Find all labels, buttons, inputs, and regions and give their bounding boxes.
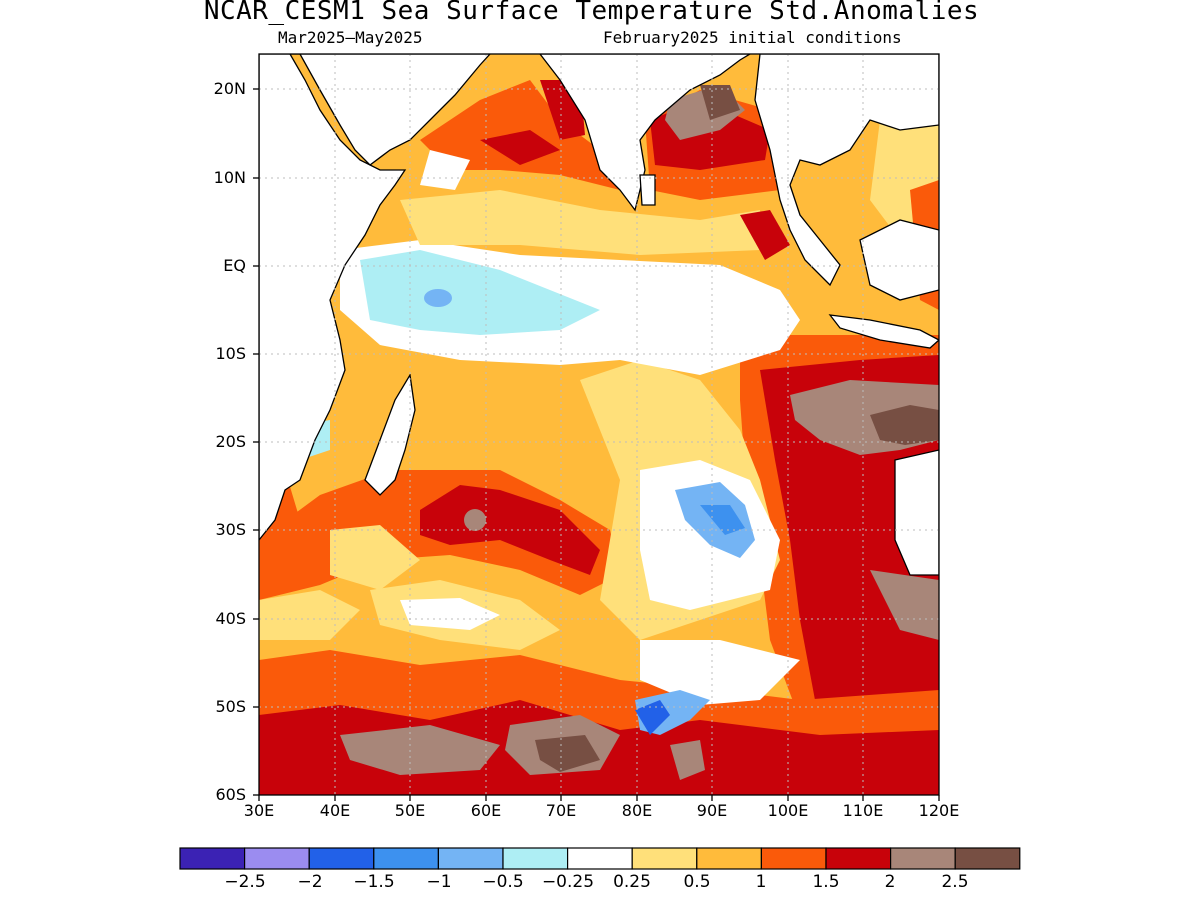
colorbar-cell — [889, 847, 956, 870]
anomaly-region-bengal-darkbrown — [700, 85, 740, 120]
land-masses — [259, 54, 939, 576]
axis-ticks — [253, 88, 940, 801]
srilanka-land — [639, 174, 656, 206]
lon-label-90e: 90E — [696, 801, 728, 820]
anomaly-region-arabian-white — [420, 150, 470, 190]
colorbar-cell — [179, 847, 246, 870]
colorbar-cell — [373, 847, 439, 870]
lon-label-50e: 50E — [394, 801, 426, 820]
anomaly-region-south-blue — [635, 700, 670, 735]
anomaly-region-arabian-red — [480, 130, 560, 165]
colorbar-cell — [825, 847, 892, 870]
borneo-land — [859, 219, 939, 301]
lon-label-100e: 100E — [767, 801, 809, 820]
anomaly-region-north-yellow — [400, 190, 760, 255]
colorbar-label: 1 — [755, 872, 767, 892]
colorbar-label: −0.5 — [482, 872, 524, 892]
anomaly-region-east-red — [760, 355, 939, 780]
india-land — [539, 54, 752, 212]
colorbar-label: −2 — [297, 872, 323, 892]
lon-label-80e: 80E — [621, 801, 653, 820]
anomaly-region-sw-red — [420, 485, 600, 575]
africa-arabia-land — [259, 54, 491, 542]
madagascar-land — [364, 373, 416, 496]
lat-label-20n: 20N — [213, 79, 246, 98]
lat-label-40s: 40S — [215, 609, 246, 628]
colorbar-cell — [244, 847, 310, 870]
forecast-period: Mar2025—May2025 — [278, 28, 423, 47]
colorbar-label: −0.25 — [541, 872, 595, 892]
lat-label-10n: 10N — [213, 168, 246, 187]
anomaly-region-equatorial-cyan — [360, 250, 600, 335]
colorbar-label: 0.5 — [683, 872, 711, 892]
lon-label-70e: 70E — [545, 801, 577, 820]
lat-label-20s: 20S — [215, 432, 246, 451]
anomaly-region-sw-brown — [464, 509, 486, 531]
colorbar-cell — [566, 847, 633, 870]
lat-label-50s: 50S — [215, 697, 246, 716]
colorbar-label: 1.5 — [812, 872, 840, 892]
anomaly-region-south-brown-3 — [670, 740, 705, 780]
anomaly-region-equatorial-blue — [424, 289, 452, 307]
anomaly-region-sw-aus-brown — [870, 570, 939, 640]
colorbar-label: −1 — [426, 872, 452, 892]
colorbar-cell — [760, 847, 827, 870]
colorbar-cell — [954, 847, 1021, 870]
anomaly-region-sumatra-red — [740, 210, 790, 260]
colorbar-cell — [308, 847, 375, 870]
colorbar-label: −2.5 — [224, 872, 266, 892]
chart-title: NCAR_CESM1 Sea Surface Temperature Std.A… — [203, 0, 980, 26]
colorbar-label: 0.25 — [613, 872, 651, 892]
colorbar-label: 2.5 — [941, 872, 969, 892]
australia-land — [894, 449, 939, 576]
map-frame — [258, 53, 940, 796]
anomaly-region-central-blue — [700, 505, 745, 535]
lat-label-eq: EQ — [223, 256, 246, 275]
java-land — [828, 314, 939, 349]
lon-label-120e: 120E — [918, 801, 960, 820]
colorbar-label: 2 — [884, 872, 896, 892]
colorbar-cell — [696, 847, 762, 870]
lon-label-110e: 110E — [842, 801, 884, 820]
colorbar-cell — [437, 847, 504, 870]
anomaly-region-sw-yellow-1 — [330, 525, 420, 590]
lat-label-10s: 10S — [215, 344, 246, 363]
colorbar-cell — [502, 847, 569, 870]
colorbar-label: −1.5 — [353, 872, 395, 892]
anomaly-region-sw-yellow-3 — [259, 590, 360, 640]
lon-label-30e: 30E — [243, 801, 275, 820]
anomaly-region-east-darkbrown — [870, 405, 939, 445]
lon-label-60e: 60E — [470, 801, 502, 820]
lon-label-40e: 40E — [319, 801, 351, 820]
initial-conditions: February2025 initial conditions — [603, 28, 902, 47]
anomaly-region-south-brown-1 — [340, 725, 500, 775]
anomaly-region-south-white — [640, 640, 800, 705]
anomaly-region-south-darkbrown — [535, 735, 600, 772]
anomaly-region-sw-white — [400, 598, 500, 630]
colorbar-cell — [631, 847, 698, 870]
colorbar — [179, 847, 1021, 870]
lat-label-60s: 60S — [215, 785, 246, 804]
mainland-se-asia-land — [754, 54, 939, 287]
lat-label-30s: 30S — [215, 520, 246, 539]
